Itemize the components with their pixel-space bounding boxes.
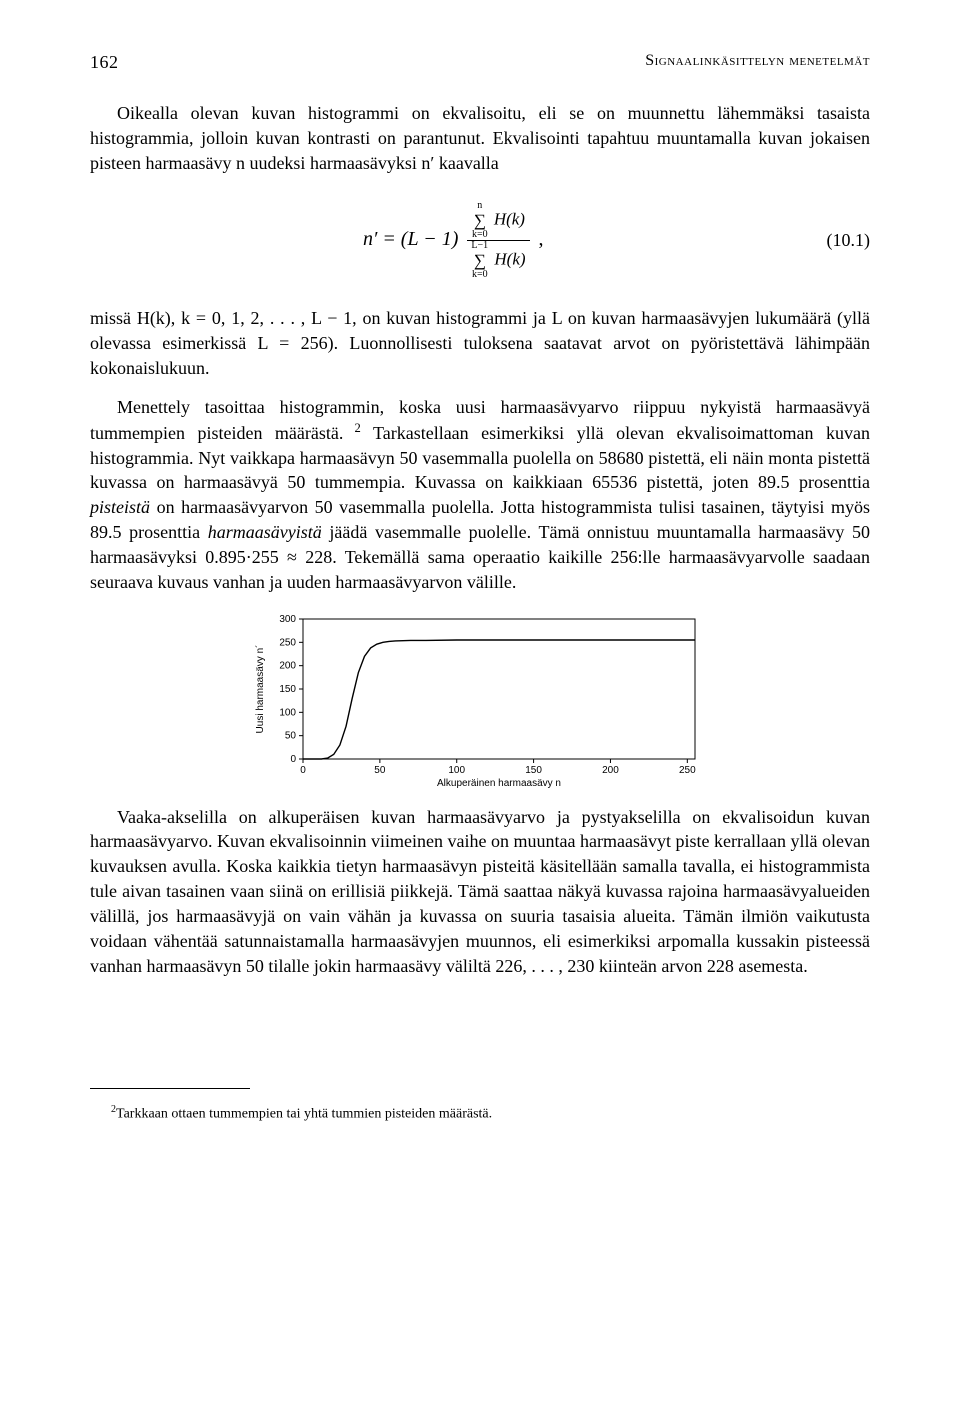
page-number: 162 <box>90 52 119 73</box>
svg-text:100: 100 <box>279 707 296 718</box>
svg-text:150: 150 <box>279 684 296 695</box>
svg-text:300: 300 <box>279 614 296 625</box>
paragraph-3: Menettely tasoittaa histogrammin, koska … <box>90 395 870 595</box>
footnote-rule <box>90 1088 250 1089</box>
svg-text:150: 150 <box>525 765 542 776</box>
equalization-chart: 0 50 100 150 200 250 0 50 100 150 200 250 300 Alkuper… <box>90 609 870 789</box>
equation-10-1: n′ = (L − 1) n ∑ k=0 H(k) L−1 ∑ k=0 <box>90 201 870 280</box>
paragraph-4: Vaaka-akselilla on alkuperäisen kuvan ha… <box>90 805 870 979</box>
svg-text:200: 200 <box>602 765 619 776</box>
svg-text:0: 0 <box>300 765 306 776</box>
svg-text:200: 200 <box>279 660 296 671</box>
sum-numerator: n ∑ k=0 <box>472 201 488 240</box>
eq-fraction: n ∑ k=0 H(k) L−1 ∑ k=0 H(k) <box>467 201 529 280</box>
svg-text:0: 0 <box>290 754 296 765</box>
footnote-2: 2Tarkkaan ottaen tummempien tai yhtä tum… <box>90 1103 870 1124</box>
eq-lhs: n′ = (L − 1) <box>363 229 458 251</box>
paragraph-2: missä H(k), k = 0, 1, 2, . . . , L − 1, … <box>90 306 870 380</box>
equation-body: n′ = (L − 1) n ∑ k=0 H(k) L−1 ∑ k=0 <box>90 201 817 280</box>
section-title: Signaalinkäsittelyn menetelmät <box>645 52 870 73</box>
svg-text:50: 50 <box>285 730 297 741</box>
svg-text:50: 50 <box>374 765 386 776</box>
svg-text:100: 100 <box>448 765 465 776</box>
sum-denominator: L−1 ∑ k=0 <box>471 241 488 280</box>
svg-text:250: 250 <box>679 765 696 776</box>
svg-text:Alkuperäinen harmaasävy n: Alkuperäinen harmaasävy n <box>437 778 561 789</box>
equation-number: (10.1) <box>827 230 871 251</box>
svg-text:Uusi harmaasävy n´: Uusi harmaasävy n´ <box>254 644 266 733</box>
svg-text:250: 250 <box>279 637 296 648</box>
paragraph-1: Oikealla olevan kuvan histogrammi on ekv… <box>90 101 870 175</box>
page-header: 162 Signaalinkäsittelyn menetelmät <box>90 52 870 73</box>
footnote-text: Tarkkaan ottaen tummempien tai yhtä tumm… <box>116 1107 492 1122</box>
